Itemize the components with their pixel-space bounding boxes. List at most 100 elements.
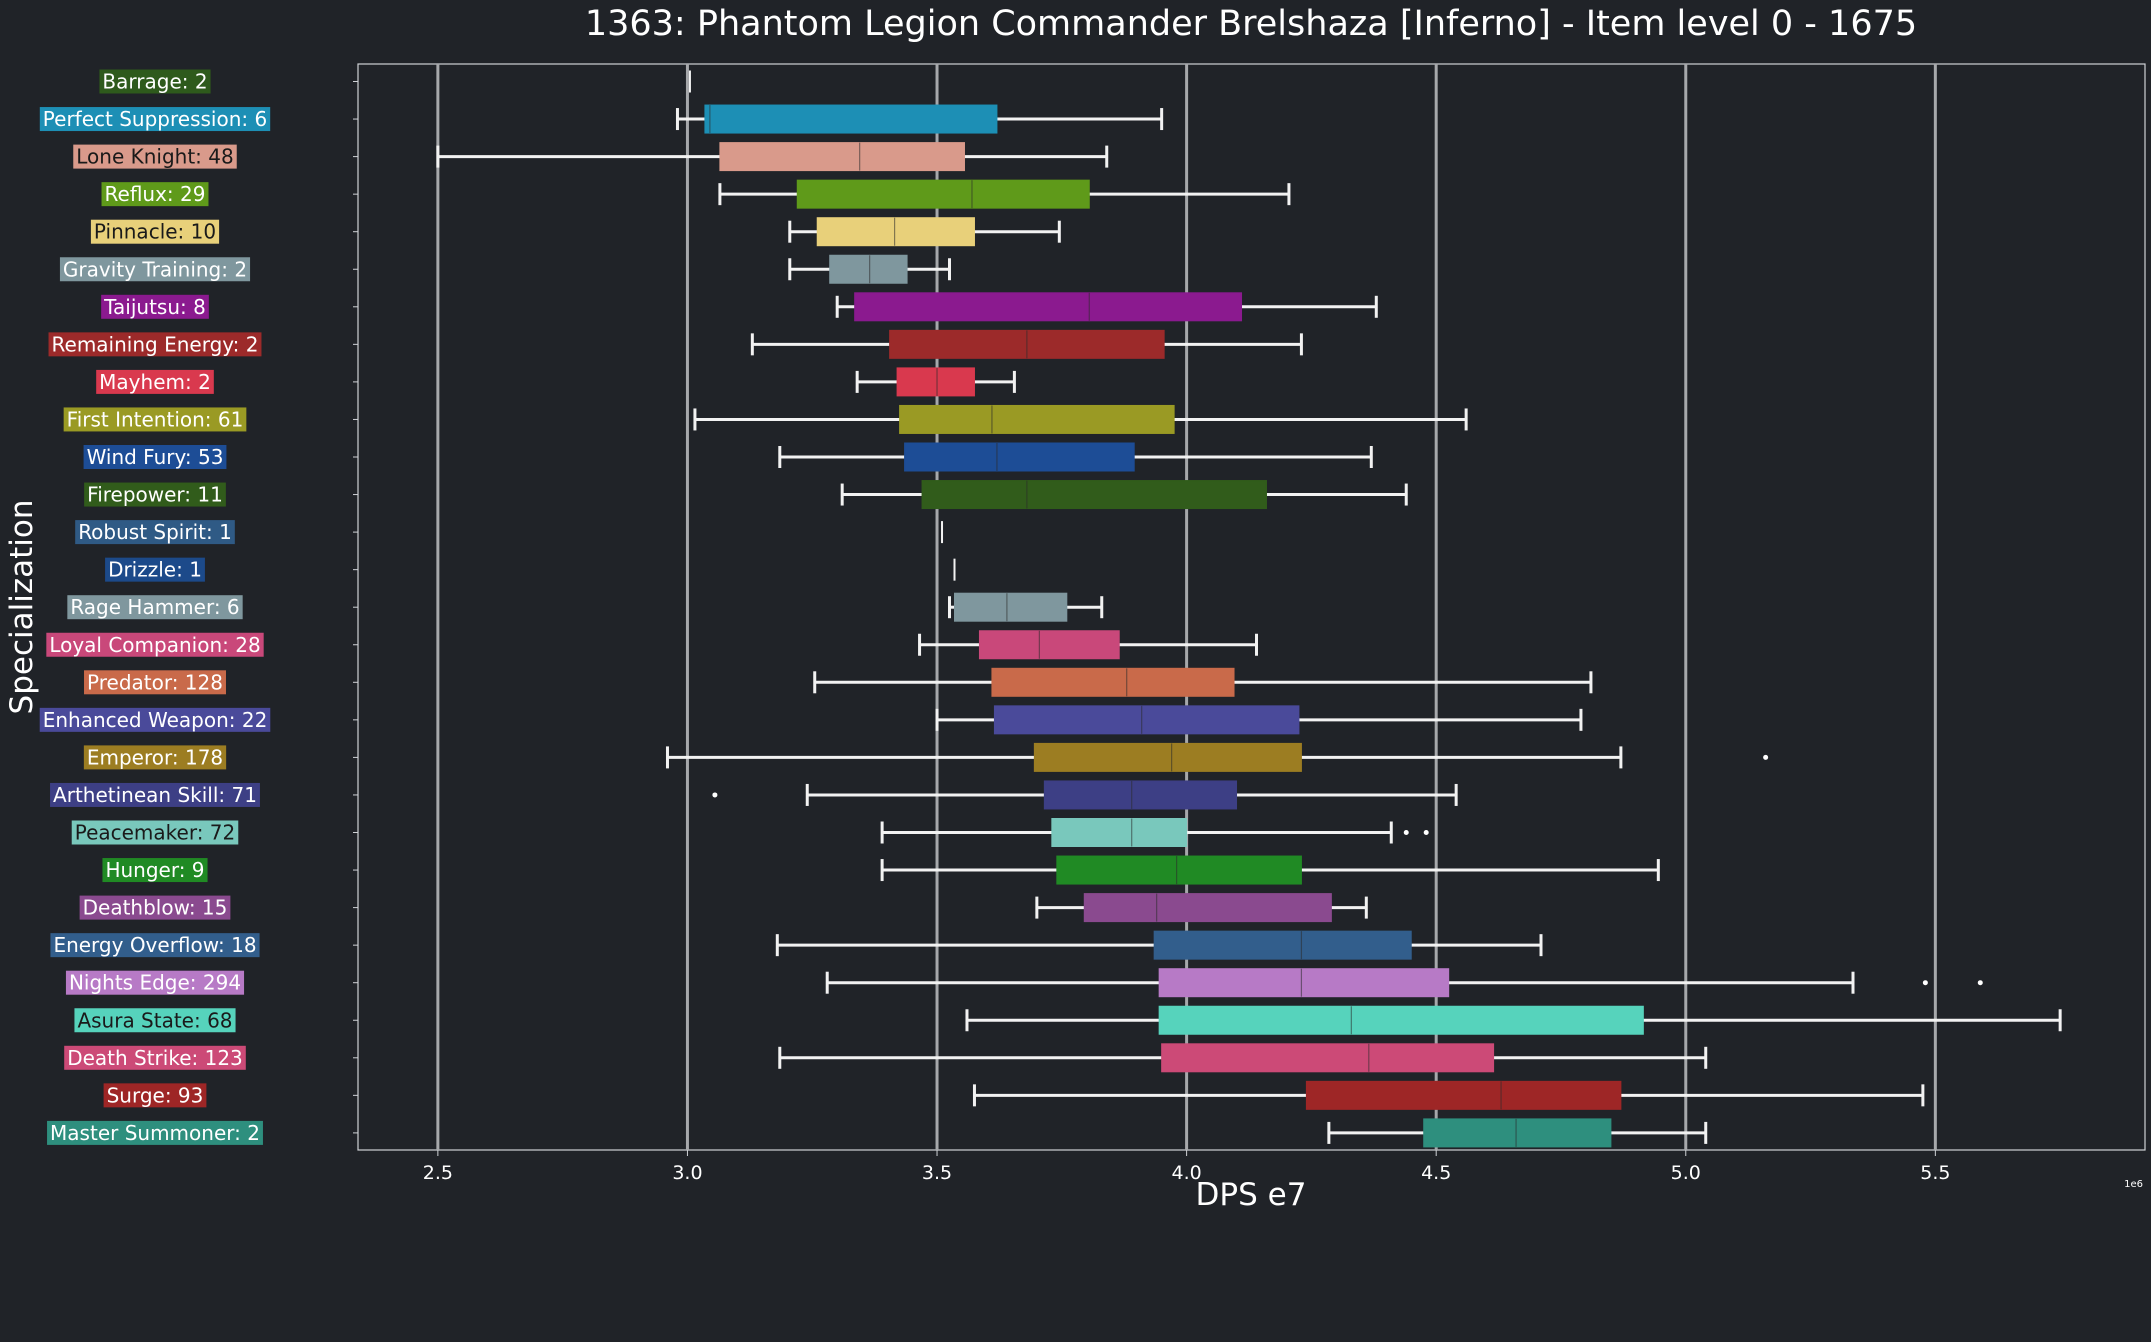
box-iqr — [921, 480, 1267, 510]
category-label-group: Rage Hammer: 6 — [67, 595, 243, 620]
box-group — [750, 329, 1303, 359]
outlier-point — [1763, 754, 1769, 760]
category-label-group: Mayhem: 2 — [96, 369, 214, 394]
x-tick-label: 2.5 — [423, 1162, 453, 1184]
category-label: Reflux: 29 — [105, 182, 206, 206]
x-tick-label: 3.0 — [672, 1162, 702, 1184]
category-label: Death Strike: 123 — [67, 1046, 243, 1070]
category-label-group: Barrage: 2 — [99, 69, 211, 94]
outlier-point — [1922, 980, 1928, 986]
category-label-background — [96, 369, 214, 394]
category-label-background — [99, 69, 211, 94]
category-label-background — [90, 219, 220, 244]
category-label: Energy Overflow: 18 — [53, 933, 256, 957]
category-label-background — [83, 745, 227, 770]
category-label-background — [48, 332, 262, 357]
category-label-background — [74, 1008, 236, 1033]
box-group — [436, 142, 1109, 172]
x-tick-label: 3.5 — [922, 1162, 952, 1184]
category-label-group: Robust Spirit: 1 — [75, 520, 235, 545]
box-group — [788, 217, 1061, 247]
x-tick-label: 4.5 — [1421, 1162, 1451, 1184]
category-label-group: Wind Fury: 53 — [83, 445, 227, 469]
category-label: Firepower: 11 — [87, 483, 223, 507]
category-label-background — [64, 1045, 246, 1070]
category-label: Barrage: 2 — [102, 70, 207, 94]
category-label-group: Firepower: 11 — [84, 482, 226, 507]
box-iqr — [991, 667, 1235, 697]
box-group — [775, 930, 1543, 960]
box-iqr — [1043, 780, 1238, 810]
category-label-group: Emperor: 178 — [83, 745, 227, 770]
box-group — [718, 179, 1291, 209]
category-label-group: Drizzle: 1 — [105, 557, 205, 582]
category-label-background — [75, 520, 235, 545]
box-group — [935, 705, 1583, 735]
category-label: Drizzle: 1 — [108, 558, 202, 582]
x-tick-label: 5.0 — [1671, 1162, 1701, 1184]
category-label-group: Arthetinean Skill: 71 — [50, 782, 260, 807]
box-group — [675, 104, 1164, 134]
category-label-background — [105, 557, 205, 582]
outlier-point — [1423, 830, 1429, 835]
box-group — [948, 592, 1104, 622]
y-axis-ticks — [353, 81, 358, 1134]
box-iqr — [1033, 742, 1302, 772]
category-label-group: Loyal Companion: 28 — [46, 632, 264, 657]
box-group — [778, 442, 1373, 472]
category-label: Enhanced Weapon: 22 — [43, 708, 268, 732]
category-label-group: Surge: 93 — [103, 1083, 207, 1108]
category-label-background — [71, 820, 239, 845]
category-label-group: Deathblow: 15 — [79, 895, 231, 920]
category-label-group: Lone Knight: 48 — [73, 144, 237, 169]
box-group — [693, 404, 1468, 434]
category-label-background — [101, 182, 209, 207]
category-label-group: Master Summoner: 2 — [47, 1120, 263, 1145]
box-iqr — [1158, 1005, 1644, 1035]
box-iqr — [704, 104, 998, 134]
box-iqr — [796, 179, 1090, 209]
category-label-group: Nights Edge: 294 — [65, 970, 245, 995]
category-label: Lone Knight: 48 — [76, 145, 233, 169]
outlier-point — [1403, 830, 1409, 835]
box-iqr — [1056, 855, 1302, 885]
category-label: Hunger: 9 — [105, 858, 204, 882]
box-group — [778, 1043, 1708, 1073]
box-group — [788, 254, 952, 284]
category-label: Remaining Energy: 2 — [52, 332, 259, 356]
category-label-background — [102, 858, 208, 883]
category-label-group: Perfect Suppression: 6 — [39, 107, 271, 132]
box-group — [972, 1080, 1925, 1110]
category-label-group: Death Strike: 123 — [64, 1045, 246, 1070]
box-iqr — [1153, 930, 1412, 960]
box-group — [665, 742, 1769, 772]
category-label-background — [84, 670, 226, 695]
x-tick-label: 5.5 — [1920, 1162, 1950, 1184]
y-axis-label: Specialization — [4, 500, 40, 715]
category-label: Predator: 128 — [87, 670, 223, 694]
category-label-group: Energy Overflow: 18 — [50, 933, 260, 958]
category-label-group: Remaining Energy: 2 — [48, 332, 262, 357]
category-label: Mayhem: 2 — [99, 370, 211, 394]
category-label-background — [67, 595, 243, 620]
category-label: Peacemaker: 72 — [75, 821, 236, 845]
box-iqr — [904, 442, 1135, 472]
category-label-background — [65, 970, 245, 995]
box-iqr — [993, 705, 1300, 735]
category-label-group: Reflux: 29 — [101, 182, 209, 207]
outlier-point — [712, 792, 718, 798]
category-label-group: Asura State: 68 — [74, 1008, 236, 1033]
box-group — [712, 780, 1458, 810]
category-label-background — [63, 407, 247, 432]
category-label: Gravity Training: 2 — [63, 257, 247, 281]
box-group — [880, 818, 1429, 847]
box-group — [835, 292, 1378, 322]
box-iqr — [899, 404, 1175, 434]
category-label-background — [103, 1083, 207, 1108]
category-label-background — [47, 1120, 263, 1145]
category-label-group: Enhanced Weapon: 22 — [39, 707, 271, 732]
box-iqr — [953, 592, 1068, 622]
category-label: Perfect Suppression: 6 — [43, 107, 267, 131]
category-labels: Barrage: 2 Perfect Suppression: 6 Lone Kni… — [39, 69, 271, 1145]
